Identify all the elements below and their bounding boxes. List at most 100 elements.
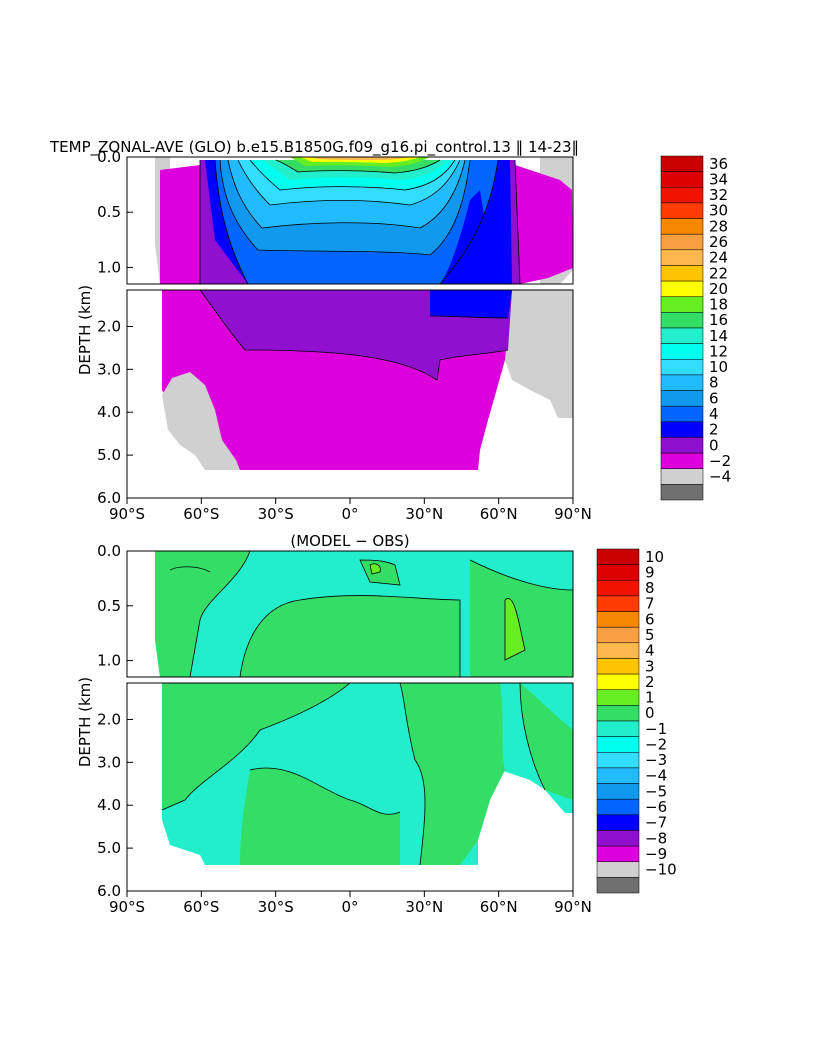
colorbar-swatch: [596, 548, 640, 565]
colorbar-swatch: [660, 437, 704, 454]
colorbar-swatch: [660, 374, 704, 391]
colorbar-label: 4: [709, 405, 719, 423]
difference-field-upper: [127, 551, 573, 677]
colorbar-swatch: [660, 296, 704, 313]
colorbar-label: 8: [709, 374, 719, 392]
y-tick-label: 0.5: [97, 597, 121, 615]
y-tick-label: 3.0: [97, 753, 121, 771]
colorbar-label: −4: [709, 468, 731, 486]
colorbar-swatch: [596, 752, 640, 769]
colorbar-label: 28: [709, 217, 728, 235]
colorbar-label: 3: [645, 657, 655, 675]
colorbar-label: −3: [645, 751, 667, 769]
colorbar-swatch: [660, 468, 704, 485]
y-tick-label: 1.0: [97, 258, 121, 276]
difference-ticks: 90°S 60°S 30°S 0° 30°N 60°N 90°N 0.0 0.5 1.0 2.0 3.…: [97, 542, 592, 916]
colorbar-label: −2: [645, 735, 667, 753]
colorbar-label: 4: [645, 642, 655, 660]
colorbar-label: −6: [645, 798, 667, 816]
colorbar-swatch: [596, 798, 640, 816]
colorbar-swatch: [660, 484, 704, 501]
colorbar-swatch: [596, 673, 640, 690]
y-tick-label: 0.5: [97, 203, 121, 221]
y-tick-label: 2.0: [97, 710, 121, 728]
colorbar-label: 34: [709, 170, 728, 188]
y-tick-label: 1.0: [97, 652, 121, 670]
colorbar-swatch: [660, 452, 704, 469]
x-tick-label: 60°N: [480, 505, 518, 523]
colorbar-label: −7: [645, 814, 667, 832]
colorbar-swatch: [596, 830, 640, 847]
x-tick-label: 60°S: [183, 505, 219, 523]
colorbar-label: 22: [709, 264, 728, 282]
colorbar-swatch: [660, 202, 704, 219]
colorbar-label: −10: [645, 861, 677, 879]
colorbar-label: 2: [645, 673, 655, 691]
colorbar-swatch: [596, 736, 640, 753]
colorbar-swatch: [660, 359, 704, 376]
difference-panel: (MODEL − OBS): [76, 532, 677, 916]
colorbar-swatch: [596, 611, 640, 628]
temperature-panel: TEMP_ZONAL-AVE (GLO) b.e15.B1850G.f09_g1…: [49, 138, 731, 523]
colorbar-label: 10: [645, 548, 664, 566]
y-tick-label: 4.0: [97, 796, 121, 814]
colorbar-swatch: [596, 877, 640, 894]
x-tick-label: 30°N: [405, 898, 443, 916]
colorbar-label: 2: [709, 421, 719, 439]
colorbar-label: 12: [709, 342, 728, 360]
colorbar-label: −4: [645, 767, 667, 785]
colorbar-label: 9: [645, 563, 655, 581]
colorbar-swatch: [660, 327, 704, 344]
x-tick-label: 90°N: [554, 898, 592, 916]
y-tick-label: 0.0: [97, 542, 121, 560]
colorbar-label: −1: [645, 720, 667, 738]
colorbar-swatch: [596, 658, 640, 675]
x-tick-label: 60°S: [183, 898, 219, 916]
colorbar-label: 8: [645, 579, 655, 597]
colorbar-swatch: [596, 642, 640, 659]
colorbar-swatch: [660, 312, 704, 329]
colorbar-label: 5: [645, 626, 655, 644]
x-tick-label: 90°S: [109, 505, 145, 523]
colorbar-swatch: [660, 343, 704, 360]
y-tick-label: 5.0: [97, 446, 121, 464]
colorbar-swatch: [660, 233, 704, 251]
colorbar-swatch: [596, 705, 640, 722]
colorbar-label: 24: [709, 249, 728, 267]
colorbar-label: 20: [709, 280, 728, 298]
colorbar-label: 0: [709, 436, 719, 454]
temperature-field-upper: [127, 157, 573, 284]
temperature-field-lower: [127, 290, 573, 498]
difference-ylabel: DEPTH (km): [76, 677, 94, 767]
colorbar-swatch: [660, 249, 704, 266]
x-tick-label: 60°N: [480, 898, 518, 916]
colorbar-label: −5: [645, 782, 667, 800]
temperature-axes-upper: [126, 156, 574, 285]
colorbar-swatch: [596, 861, 640, 878]
difference-axes-upper: [126, 550, 574, 678]
colorbar-swatch: [596, 783, 640, 800]
colorbar-label: −9: [645, 845, 667, 863]
land-mask-north-lower: [505, 290, 573, 418]
colorbar-swatch: [596, 689, 640, 706]
colorbar-swatch: [596, 720, 640, 737]
colorbar-label: 36: [709, 155, 728, 173]
x-tick-label: 30°S: [258, 898, 294, 916]
colorbar-swatch: [660, 218, 704, 235]
y-tick-label: 6.0: [97, 882, 121, 900]
y-tick-label: 0.0: [97, 148, 121, 166]
colorbar-swatch: [596, 595, 640, 612]
colorbar-swatch: [596, 626, 640, 644]
colorbar-label: 6: [709, 389, 719, 407]
colorbar-label: 6: [645, 610, 655, 628]
temperature-ticks: 90°S 60°S 30°S 0° 30°N 60°N 90°N 0.0 0.5 1.0 2.0 3.…: [97, 148, 592, 523]
difference-field-lower: [127, 683, 573, 891]
colorbar-swatch: [660, 265, 704, 282]
colorbar-label: −2: [709, 452, 731, 470]
colorbar-label: 16: [709, 311, 728, 329]
colorbar-label: 7: [645, 595, 655, 613]
x-tick-label: 30°N: [405, 505, 443, 523]
colorbar-swatch: [660, 155, 704, 172]
